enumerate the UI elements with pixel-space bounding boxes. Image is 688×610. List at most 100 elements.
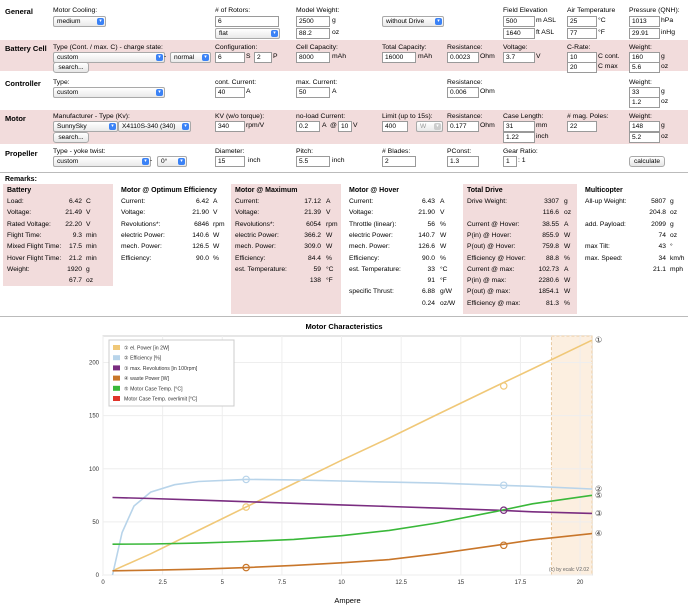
chevron-down-icon: ▾: [434, 123, 441, 130]
charge-state-select[interactable]: normal ▾: [170, 52, 211, 63]
result-unit: °C: [326, 265, 334, 273]
result-unit: C: [86, 198, 91, 205]
cell-capacity-input[interactable]: 8000: [296, 52, 330, 63]
motor-search-button[interactable]: search...: [53, 132, 89, 143]
case-length-inch-input[interactable]: 1.22: [503, 132, 535, 143]
result-value: 6.88: [421, 288, 435, 296]
pitch-input[interactable]: 5.5: [296, 156, 330, 167]
battery-weight-oz-input[interactable]: 5.6: [629, 62, 660, 73]
motor-resistance-input[interactable]: 0.177: [447, 121, 479, 132]
max-current-input[interactable]: 50: [296, 87, 330, 98]
field-elevation-label: Field Elevation: [503, 7, 548, 14]
result-label: mech. Power:: [349, 243, 390, 251]
result-value: 90.0: [195, 254, 209, 262]
unit-v: V: [353, 122, 358, 129]
rotors-label: # of Rotors:: [215, 7, 251, 14]
kv-input[interactable]: 340: [215, 121, 245, 132]
series-line: [112, 496, 593, 515]
yoke-twist-select[interactable]: 0° ▾: [157, 156, 187, 167]
battery-type-select[interactable]: custom ▾: [53, 52, 165, 63]
blades-input[interactable]: 2: [382, 156, 416, 167]
air-temp-f-input[interactable]: 77: [567, 28, 597, 39]
voltage-input[interactable]: 3.7: [503, 52, 535, 63]
propeller-type-select[interactable]: custom ▾: [53, 156, 151, 167]
result-label: est. Temperature:: [235, 265, 287, 273]
result-unit: V: [326, 209, 331, 217]
result-unit: %: [213, 254, 219, 262]
result-unit: %: [564, 299, 570, 307]
result-unit: %: [440, 220, 446, 228]
limit-input[interactable]: 400: [382, 121, 408, 132]
case-length-mm-input[interactable]: 31: [503, 121, 535, 132]
model-weight-g-input[interactable]: 2500: [296, 16, 330, 27]
manufacturer-select[interactable]: SunnySky ▾: [53, 121, 118, 132]
unit-m-asl: m ASL: [536, 17, 557, 24]
x-tick-label: 5: [221, 580, 225, 586]
noload-current-input[interactable]: 0.2: [296, 121, 320, 132]
controller-type-select[interactable]: custom ▾: [53, 87, 165, 98]
series-line: [111, 478, 593, 576]
diameter-input[interactable]: 15: [215, 156, 245, 167]
pressure-hpa-input[interactable]: 1013: [629, 16, 660, 27]
pressure-inhg-input[interactable]: 29.91: [629, 28, 660, 39]
motor-weight-g-input[interactable]: 148: [629, 121, 660, 132]
legend-swatch: [113, 385, 120, 391]
controller-type-label: Type:: [53, 79, 70, 86]
battery-search-button[interactable]: search...: [53, 62, 89, 73]
calculate-button[interactable]: calculate: [629, 156, 665, 167]
motor-cooling-select[interactable]: medium ▾: [53, 16, 106, 27]
controller-weight-oz-input[interactable]: 1.2: [629, 97, 660, 108]
cont-current-input[interactable]: 40: [215, 87, 245, 98]
pitch-label: Pitch:: [296, 148, 313, 155]
chevron-down-icon: ▾: [435, 18, 442, 25]
unit-g: g: [661, 122, 665, 129]
pconst-input[interactable]: 1.3: [447, 156, 479, 167]
chevron-down-icon: ▾: [97, 18, 104, 25]
limit-unit-select[interactable]: W ▾: [416, 121, 443, 132]
result-value: 91: [427, 277, 435, 285]
separator-dash: -: [150, 157, 153, 164]
unit-c-max: C max: [598, 63, 618, 70]
model-weight-oz-input[interactable]: 88.2: [296, 28, 330, 39]
chevron-down-icon: ▾: [156, 54, 163, 61]
motor-characteristics-chart: 0 2.5 5 7.5 10 12.5 15 17.5 20050100150200Ampere…: [89, 335, 602, 605]
legend-entry: ④ waste Power [W]: [124, 376, 170, 382]
result-label: Voltage:: [7, 209, 32, 217]
frame-select[interactable]: flat ▾: [215, 28, 280, 39]
drive-select[interactable]: without Drive ▾: [382, 16, 444, 27]
result-label: mech. Power:: [235, 243, 276, 251]
chevron-down-icon: ▾: [178, 158, 185, 165]
drive-results-bg: [463, 184, 577, 314]
unit-hpa: hPa: [661, 17, 674, 24]
mag-poles-input[interactable]: 22: [567, 121, 597, 132]
result-unit: °: [670, 243, 673, 251]
x-tick-label: 17.5: [515, 580, 527, 586]
result-label: Revolutions*:: [235, 220, 275, 228]
field-elevation-m-input[interactable]: 500: [503, 16, 535, 27]
series-end-label: ①: [595, 336, 602, 345]
unit-f: °F: [598, 29, 605, 36]
battery-resistance-input[interactable]: 0.0023: [447, 52, 479, 63]
motor-type-select[interactable]: X4110S-340 (340) ▾: [118, 121, 191, 132]
motor-weight-oz-input[interactable]: 5.2: [629, 132, 660, 143]
x-tick-label: 20: [577, 580, 584, 586]
air-temp-c-input[interactable]: 25: [567, 16, 597, 27]
result-value: 2099: [651, 220, 666, 228]
result-unit: W: [213, 231, 220, 239]
result-unit: W: [440, 243, 447, 251]
unit-mm: mm: [536, 122, 548, 129]
divider: [0, 172, 688, 173]
config-p-input[interactable]: 2: [254, 52, 272, 63]
result-unit: W: [326, 243, 333, 251]
noload-voltage-input[interactable]: 10: [338, 121, 352, 132]
cont-current-label: cont. Current:: [215, 79, 257, 86]
rotors-input[interactable]: 6: [215, 16, 279, 27]
result-label: Voltage:: [235, 209, 260, 217]
config-s-input[interactable]: 6: [215, 52, 245, 63]
field-elevation-ft-input[interactable]: 1640: [503, 28, 535, 39]
crate-max-input[interactable]: 20: [567, 62, 597, 73]
result-value: 21.2: [68, 254, 82, 262]
result-value: 140.6: [192, 231, 209, 239]
gear-ratio-input[interactable]: 1: [503, 156, 517, 167]
controller-resistance-input[interactable]: 0.006: [447, 87, 479, 98]
